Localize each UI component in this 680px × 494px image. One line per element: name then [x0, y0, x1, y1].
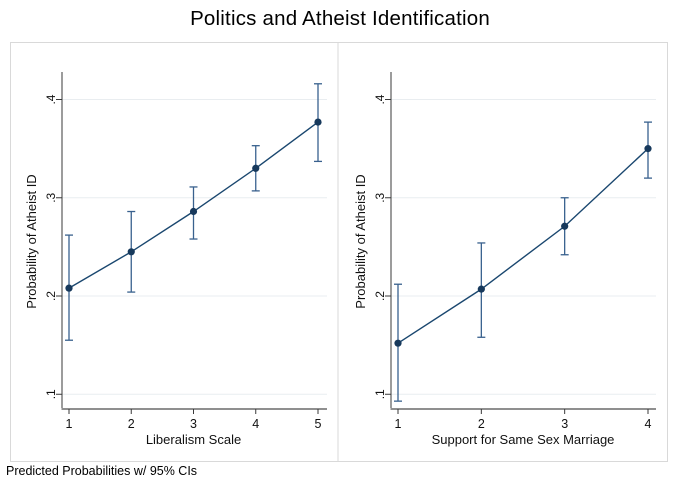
data-point: [561, 222, 569, 230]
data-point: [644, 145, 652, 153]
y-axis-title: Probability of Atheist ID: [24, 174, 39, 308]
data-point: [127, 248, 135, 256]
trend-line: [397, 148, 649, 344]
x-tick-label: 4: [645, 417, 652, 431]
x-tick-label: 3: [190, 417, 197, 431]
x-tick-label: 4: [252, 417, 259, 431]
y-tick-label: .3: [373, 192, 387, 202]
data-point: [394, 339, 402, 347]
y-tick-label: .1: [373, 389, 387, 399]
y-tick-label: .3: [44, 192, 58, 202]
y-tick-label: .4: [44, 94, 58, 104]
data-point: [314, 118, 322, 126]
data-point: [252, 164, 260, 172]
data-point: [477, 285, 485, 293]
y-tick-label: .4: [373, 94, 387, 104]
chart-note: Predicted Probabilities w/ 95% CIs: [6, 464, 198, 478]
y-axis-title: Probability of Atheist ID: [353, 174, 368, 308]
x-tick-label: 2: [478, 417, 485, 431]
y-tick-label: .2: [373, 291, 387, 301]
chart-canvas: .1 .2 .3 .4 1 2 3 4 5 Liberalism Scale Probability…: [10, 42, 668, 462]
x-axis-title: Support for Same Sex Marriage: [432, 432, 615, 447]
data-point: [65, 284, 73, 292]
y-tick-label: .1: [44, 389, 58, 399]
x-tick-label: 5: [315, 417, 322, 431]
x-tick-label: 1: [395, 417, 402, 431]
x-tick-label: 3: [561, 417, 568, 431]
graph-region-border: [10, 42, 668, 462]
x-axis-title: Liberalism Scale: [146, 432, 241, 447]
data-point: [189, 207, 198, 216]
y-tick-label: .2: [44, 291, 58, 301]
x-tick-label: 2: [128, 417, 135, 431]
x-tick-label: 1: [66, 417, 73, 431]
chart-title: Politics and Atheist Identification: [190, 7, 490, 30]
